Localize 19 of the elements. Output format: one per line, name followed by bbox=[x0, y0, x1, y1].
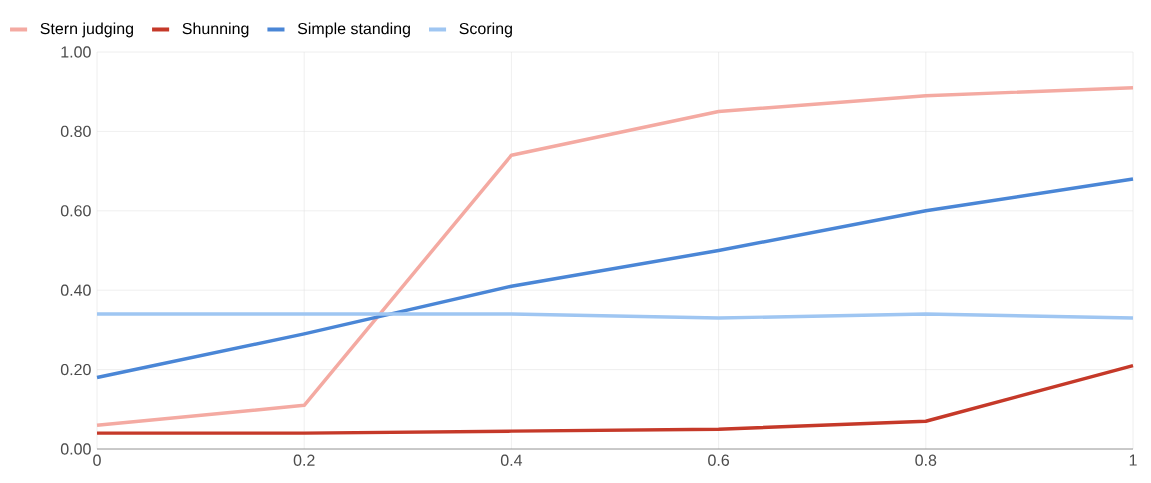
legend-label: Stern judging bbox=[40, 22, 133, 38]
line-series bbox=[95, 363, 1135, 435]
x-tick-label: 0 bbox=[93, 454, 101, 466]
y-tick-label: 1.00 bbox=[61, 46, 91, 58]
line-series bbox=[95, 177, 1135, 380]
x-tick-label: 0.4 bbox=[500, 454, 523, 466]
x-tick-label: 0.6 bbox=[708, 454, 730, 466]
legend-label: Simple standing bbox=[297, 22, 410, 38]
legend-label: Shunning bbox=[182, 22, 249, 38]
y-tick-label: 0.80 bbox=[60, 125, 91, 138]
x-tick-label: 0.8 bbox=[915, 454, 937, 466]
line-series bbox=[95, 85, 1135, 427]
x-tick-label: 0.2 bbox=[293, 454, 315, 466]
y-tick-label: 0.60 bbox=[60, 205, 91, 217]
y-tick-label: 0.20 bbox=[60, 363, 91, 376]
y-tick-label: 0.40 bbox=[60, 284, 91, 296]
y-tick-label: 0.00 bbox=[60, 443, 91, 455]
x-tick-label: 1 bbox=[1129, 454, 1137, 466]
legend-label: Scoring bbox=[459, 22, 512, 38]
